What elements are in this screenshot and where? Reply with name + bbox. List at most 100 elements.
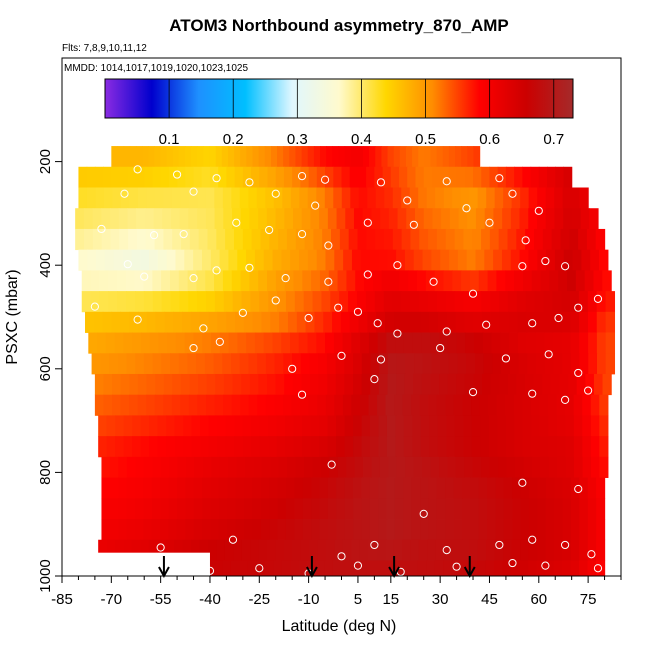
heatmap-cell bbox=[104, 249, 115, 271]
heatmap-cell bbox=[202, 456, 212, 478]
heatmap-cell bbox=[134, 498, 144, 520]
heatmap-cell bbox=[388, 208, 399, 230]
heatmap-cell bbox=[199, 311, 210, 333]
heatmap-cell bbox=[263, 332, 274, 354]
heatmap-cell bbox=[512, 498, 522, 520]
heatmap-cell bbox=[341, 187, 351, 209]
heatmap-cell bbox=[140, 332, 151, 354]
heatmap-cell bbox=[339, 228, 350, 251]
heatmap-cell bbox=[419, 394, 429, 416]
heatmap-cell bbox=[508, 311, 518, 333]
heatmap-cell bbox=[337, 456, 347, 478]
heatmap-cell bbox=[454, 436, 465, 458]
heatmap-cell bbox=[137, 373, 148, 396]
heatmap-cell bbox=[553, 353, 563, 375]
heatmap-cell bbox=[490, 311, 501, 333]
heatmap-cell bbox=[396, 353, 406, 375]
heatmap-cell bbox=[113, 249, 124, 271]
sample-point bbox=[189, 274, 198, 283]
heatmap-cell bbox=[511, 539, 521, 561]
heatmap-row bbox=[88, 332, 616, 354]
heatmap-cell bbox=[182, 311, 192, 333]
heatmap-cell bbox=[430, 332, 440, 354]
heatmap-cell bbox=[290, 560, 300, 576]
heatmap-cell bbox=[605, 311, 616, 333]
heatmap-cell bbox=[223, 373, 234, 396]
heatmap-cell bbox=[570, 332, 580, 354]
heatmap-cell bbox=[596, 519, 606, 541]
heatmap-cell bbox=[342, 394, 352, 416]
sample-point bbox=[593, 294, 603, 303]
heatmap-cell bbox=[283, 353, 293, 375]
heatmap-cell bbox=[514, 415, 524, 437]
heatmap-cell bbox=[248, 353, 258, 375]
heatmap-cell bbox=[431, 353, 441, 375]
heatmap-cell bbox=[399, 270, 409, 292]
heatmap-cell bbox=[204, 353, 215, 375]
heatmap-cell bbox=[412, 436, 422, 458]
heatmap-cell bbox=[351, 539, 361, 561]
heatmap-cell bbox=[549, 270, 559, 292]
heatmap-cell bbox=[161, 270, 171, 292]
heatmap-cell bbox=[546, 249, 556, 271]
heatmap-cell bbox=[403, 415, 414, 437]
heatmap-cell bbox=[210, 249, 221, 271]
y-axis: 200 400 600 800 1000 bbox=[37, 149, 62, 593]
heatmap-cell bbox=[284, 208, 294, 230]
heatmap-cell bbox=[227, 477, 237, 499]
heatmap-cell bbox=[539, 436, 549, 458]
heatmap-cell bbox=[458, 208, 468, 230]
heatmap-cell bbox=[469, 270, 480, 292]
heatmap-cell bbox=[400, 560, 410, 576]
heatmap-cell bbox=[109, 519, 119, 541]
heatmap-cell bbox=[231, 353, 241, 375]
heatmap-cell bbox=[596, 291, 607, 313]
sample-point bbox=[133, 315, 142, 324]
heatmap-cell bbox=[275, 539, 285, 561]
heatmap-cell bbox=[556, 436, 566, 458]
heatmap-cell bbox=[602, 373, 612, 396]
heatmap-cell bbox=[307, 146, 315, 168]
heatmap-cell bbox=[475, 249, 485, 271]
heatmap-cell bbox=[160, 519, 170, 541]
heatmap-cell bbox=[242, 166, 252, 188]
heatmap-cell bbox=[456, 373, 466, 396]
heatmap-cell bbox=[436, 394, 447, 416]
heatmap-cell bbox=[315, 560, 325, 576]
heatmap-cell bbox=[260, 228, 270, 251]
sample-point bbox=[199, 324, 208, 333]
heatmap-cell bbox=[394, 394, 404, 416]
sample-point bbox=[370, 540, 379, 550]
sample-point bbox=[376, 355, 386, 364]
heatmap-cell bbox=[140, 539, 150, 561]
heatmap-cell bbox=[301, 146, 309, 168]
heatmap-cell bbox=[387, 146, 395, 168]
heatmap-cell bbox=[292, 373, 302, 396]
sample-point bbox=[554, 313, 563, 323]
heatmap-cell bbox=[473, 373, 483, 396]
heatmap-cell bbox=[311, 519, 321, 541]
heatmap-cell bbox=[428, 394, 438, 416]
heatmap-cell bbox=[326, 353, 337, 375]
heatmap-cell bbox=[387, 249, 397, 271]
heatmap-cell bbox=[401, 291, 411, 313]
sample-point bbox=[528, 535, 537, 544]
heatmap-cell bbox=[336, 477, 346, 499]
colorbar-tick-label: 0.3 bbox=[287, 131, 308, 148]
heatmap-cell bbox=[395, 415, 405, 437]
heatmap-cell bbox=[587, 560, 597, 576]
heatmap-cell bbox=[528, 249, 538, 271]
heatmap-cell bbox=[446, 311, 457, 333]
heatmap-cell bbox=[193, 519, 203, 541]
sample-point bbox=[409, 220, 418, 229]
heatmap-cell bbox=[454, 228, 464, 251]
heatmap-cell bbox=[94, 373, 105, 396]
heatmap-cell bbox=[439, 456, 449, 478]
heatmap-cell bbox=[463, 291, 473, 313]
heatmap-cell bbox=[496, 270, 506, 292]
heatmap-cell bbox=[515, 456, 525, 478]
heatmap-cell bbox=[239, 353, 250, 375]
heatmap-cell bbox=[396, 456, 406, 478]
heatmap-cell bbox=[410, 291, 420, 313]
heatmap-cell bbox=[215, 373, 225, 396]
